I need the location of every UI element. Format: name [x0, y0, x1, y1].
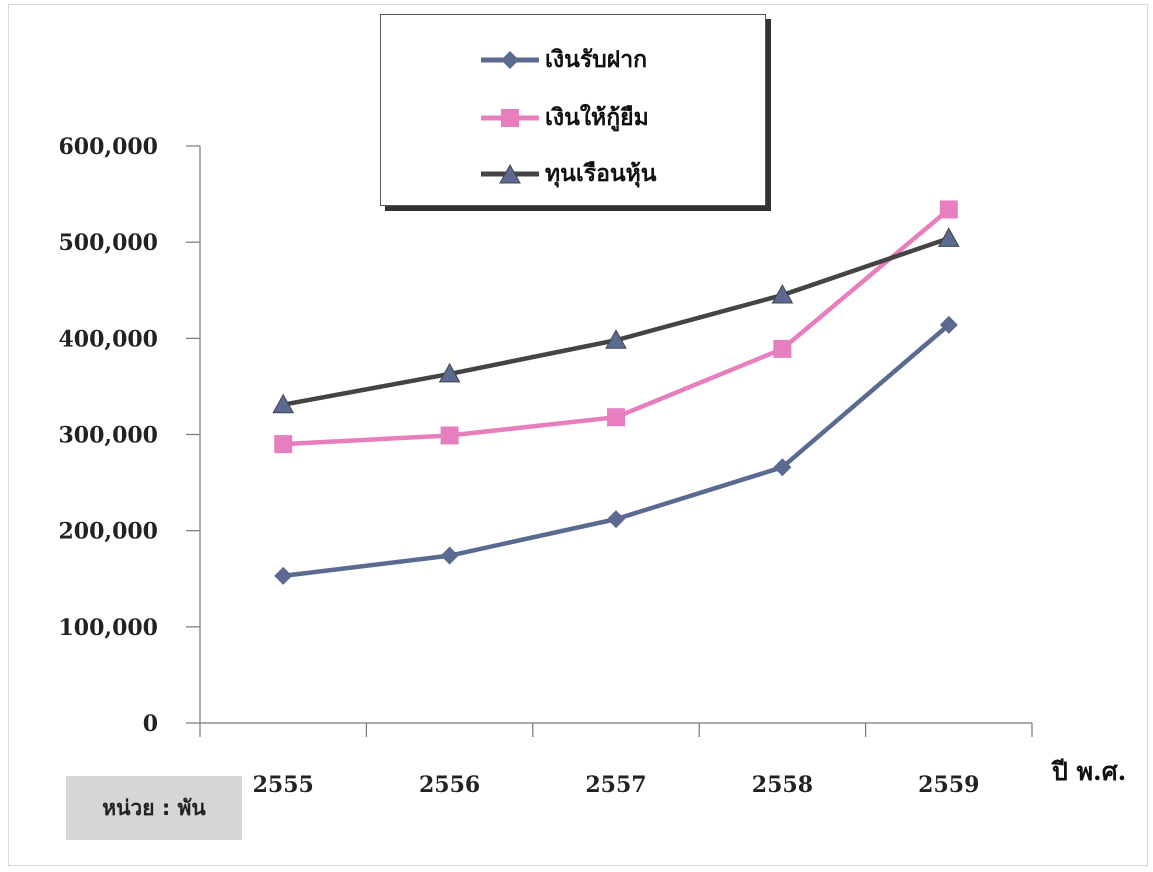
x-tick-label: 2558 [752, 772, 813, 798]
legend-item-deposits: เงินรับฝาก [479, 43, 647, 77]
x-tick-label: 2559 [918, 772, 979, 798]
x-tick-label: 2557 [585, 772, 646, 798]
y-tick-label: 400,000 [58, 326, 158, 352]
y-tick-label: 600,000 [58, 134, 158, 160]
y-tick-label: 300,000 [58, 423, 158, 449]
legend-marker-triangle [479, 162, 541, 186]
data-point-diamond [274, 567, 292, 585]
y-tick-label: 500,000 [58, 230, 158, 256]
data-point-triangle [939, 228, 959, 246]
data-point-square [274, 435, 292, 453]
y-tick-label: 200,000 [58, 519, 158, 545]
data-point-square [940, 200, 958, 218]
series-line-2 [283, 238, 949, 404]
y-tick-label: 0 [143, 711, 158, 737]
x-tick-label: 2555 [253, 772, 314, 798]
x-tick-label: 2556 [419, 772, 480, 798]
data-point-square [441, 426, 459, 444]
legend-item-share-capital: ทุนเรือนหุ้น [479, 157, 657, 191]
data-point-square [773, 340, 791, 358]
x-axis-title: ปี พ.ศ. [1052, 752, 1126, 792]
y-tick-label: 100,000 [58, 615, 158, 641]
legend-marker-diamond [479, 48, 541, 72]
data-point-diamond [607, 510, 625, 528]
legend: เงินรับฝาก เงินให้กู้ยืม ทุนเรือนหุ้น [380, 14, 766, 206]
legend-item-loans: เงินให้กู้ยืม [479, 101, 649, 135]
legend-marker-square [479, 106, 541, 130]
data-point-square [607, 408, 625, 426]
unit-label: หน่วย : พัน [66, 776, 242, 840]
legend-label-deposits: เงินรับฝาก [545, 42, 647, 78]
series-line-0 [283, 325, 949, 576]
data-point-diamond [441, 547, 459, 565]
legend-label-share-capital: ทุนเรือนหุ้น [545, 156, 657, 192]
legend-label-loans: เงินให้กู้ยืม [545, 100, 649, 136]
